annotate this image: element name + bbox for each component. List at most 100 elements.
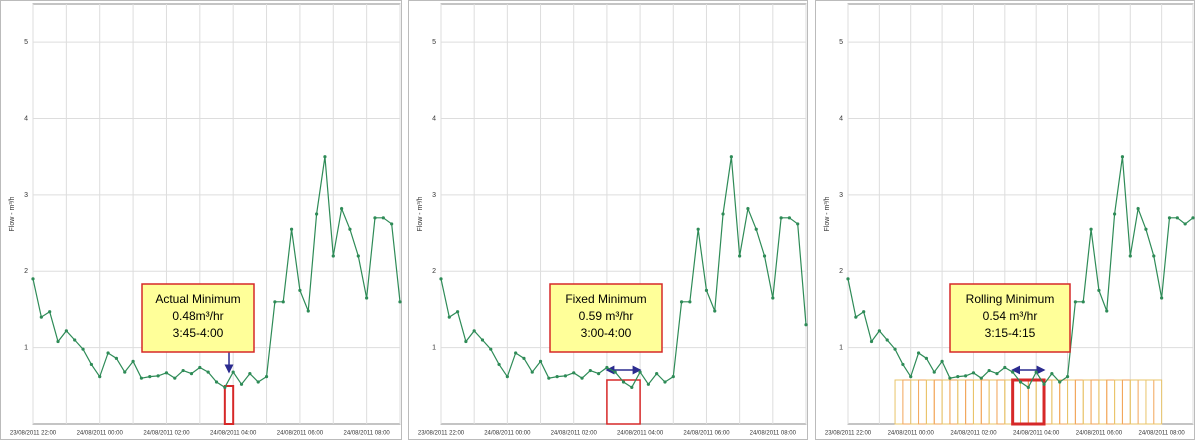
flow-point: [298, 288, 302, 292]
flow-point: [613, 370, 617, 374]
flow-point: [1065, 375, 1070, 379]
x-tick-label: 24/08/2011 08:00: [1139, 431, 1186, 437]
flow-point: [264, 375, 269, 379]
flow-point: [223, 385, 227, 389]
flow-point: [340, 207, 344, 211]
y-tick-label: 3: [839, 192, 843, 199]
x-tick-label: 24/08/2011 02:00: [551, 431, 598, 437]
y-axis-label: Flow - m³/h: [824, 196, 831, 231]
annotation-text: 3:15-4:15: [985, 326, 1036, 340]
flow-point: [56, 339, 60, 344]
flow-point: [787, 216, 792, 220]
flow-point: [530, 370, 534, 374]
flow-point: [580, 376, 584, 380]
y-tick-label: 1: [839, 344, 843, 351]
flow-point: [156, 374, 160, 378]
flow-point: [721, 212, 725, 216]
flow-point: [106, 351, 110, 355]
flow-point: [314, 212, 319, 216]
y-tick-label: 5: [839, 39, 843, 46]
flow-point: [1058, 380, 1062, 384]
chart-panel: 1 2 3 4 5 23/08/2011 22:00 24/08/2011 00:00 24/…: [408, 0, 808, 440]
annotation-box: [949, 283, 1071, 353]
flow-point: [638, 370, 642, 374]
x-tick-label: 24/08/2011 04:00: [210, 431, 257, 437]
annotation-text: Rolling Minimum: [966, 292, 1055, 306]
y-tick-label: 2: [432, 268, 436, 275]
flow-point: [893, 347, 897, 351]
flow-point: [754, 227, 758, 231]
flow-point: [563, 374, 568, 378]
y-tick-label: 2: [24, 268, 28, 275]
flow-point: [547, 376, 551, 380]
flow-point: [1073, 300, 1077, 304]
flow-point: [1136, 207, 1140, 211]
flow-point: [877, 329, 881, 333]
annotation-box: [549, 283, 663, 353]
flow-point: [48, 310, 52, 314]
y-tick-label: 2: [839, 268, 843, 275]
flow-point: [98, 375, 102, 379]
flow-point: [1011, 370, 1015, 374]
y-tick-label: 4: [24, 115, 28, 122]
x-tick-label: 23/08/2011 22:00: [10, 431, 57, 437]
flow-point: [1026, 385, 1030, 389]
flow-point: [356, 254, 360, 258]
annotation-text: 0.59 m³/hr: [579, 309, 634, 323]
flow-point: [555, 375, 559, 379]
flow-point: [924, 356, 929, 360]
flow-point: [1183, 222, 1187, 226]
flow-point: [1081, 300, 1085, 304]
flow-point: [306, 309, 310, 313]
x-tick-label: 24/08/2011 00:00: [484, 431, 531, 437]
chart-panel: 1 2 3 4 5 23/08/2011 22:00 24/08/2011 00:00 24/…: [0, 0, 402, 440]
flow-point: [365, 296, 369, 300]
flow-point: [995, 372, 999, 376]
flow-point: [964, 374, 968, 378]
flow-point: [804, 323, 808, 327]
x-tick-label: 23/08/2011 22:00: [418, 431, 465, 437]
flow-point: [588, 368, 592, 373]
flow-point: [214, 380, 219, 384]
flow-point: [729, 155, 733, 159]
flow-point: [1034, 370, 1038, 374]
flow-point: [348, 227, 352, 231]
flow-point: [771, 296, 775, 300]
x-tick-label: 24/08/2011 00:00: [77, 431, 124, 437]
flow-point: [655, 372, 659, 376]
flow-point: [1003, 365, 1007, 370]
flow-point: [671, 375, 675, 379]
flow-point: [390, 222, 394, 226]
minimum-window: [223, 385, 235, 425]
flow-point: [73, 338, 77, 342]
plot-area: [847, 3, 1194, 425]
x-tick-label: 24/08/2011 06:00: [1076, 431, 1123, 437]
flow-point: [679, 300, 684, 304]
flow-point: [901, 362, 905, 367]
flow-point: [123, 370, 127, 374]
flow-point: [713, 309, 717, 313]
flow-point: [480, 338, 485, 342]
annotation-text: 0.48m³/hr: [172, 309, 223, 323]
y-tick-label: 1: [24, 344, 28, 351]
x-tick-label: 24/08/2011 06:00: [683, 431, 730, 437]
flow-point: [688, 300, 692, 304]
minimum-window: [606, 379, 641, 425]
minimum-window: [1011, 378, 1046, 426]
y-tick-label: 3: [432, 192, 436, 199]
plot-area: [32, 3, 401, 425]
flow-point: [114, 356, 119, 360]
annotation-text: 3:00-4:00: [581, 326, 632, 340]
flow-point: [738, 254, 742, 258]
flow-point: [916, 351, 921, 355]
flow-point: [64, 329, 68, 333]
flow-point: [1175, 216, 1179, 220]
plot-area: [440, 3, 807, 425]
flow-point: [979, 376, 983, 380]
flow-point: [605, 365, 609, 370]
rolling-window: [1129, 379, 1163, 425]
flow-point: [885, 338, 889, 342]
x-tick-label: 24/08/2011 02:00: [143, 431, 190, 437]
annotation-box: [141, 283, 255, 353]
flow-point: [455, 310, 460, 314]
